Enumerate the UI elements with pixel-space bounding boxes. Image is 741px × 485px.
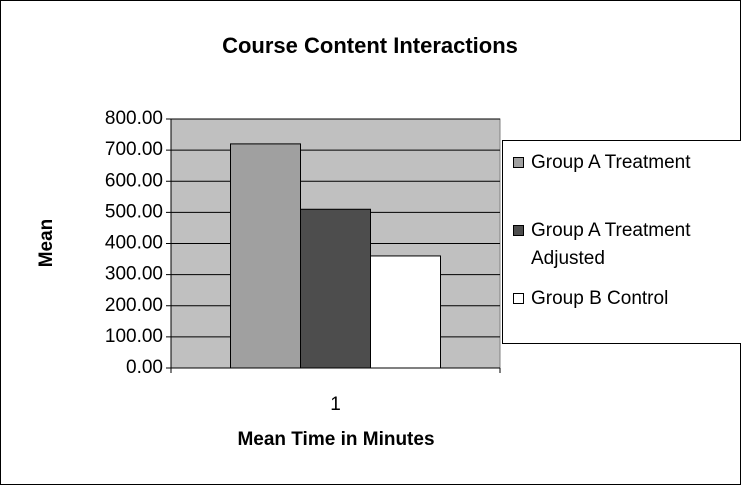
legend-swatch — [513, 157, 524, 168]
x-tick-label: 1 — [330, 394, 341, 415]
legend-item: Group A Treatment — [513, 149, 731, 177]
legend-label: Group A Treatment — [531, 152, 691, 173]
y-tick-label: 700.00 — [105, 139, 163, 160]
x-axis-label: Mean Time in Minutes — [237, 429, 434, 450]
legend-swatch — [513, 293, 524, 304]
legend-label: Group A Treatment Adjusted — [531, 220, 691, 269]
y-tick-label: 200.00 — [105, 295, 163, 316]
bar — [230, 143, 301, 369]
chart-title: Course Content Interactions — [222, 33, 518, 58]
y-tick-label: 800.00 — [105, 108, 163, 129]
legend-swatch — [513, 225, 524, 236]
y-tick-label: 500.00 — [105, 201, 163, 222]
y-tick-label: 0.00 — [126, 357, 163, 378]
y-tick-label: 400.00 — [105, 233, 163, 254]
legend-item: Group A Treatment Adjusted — [513, 217, 731, 273]
y-axis-label: Mean — [36, 219, 57, 268]
y-tick-label: 100.00 — [105, 326, 163, 347]
y-tick-label: 600.00 — [105, 170, 163, 191]
legend-label: Group B Control — [531, 288, 669, 309]
y-tick-label: 300.00 — [105, 264, 163, 285]
bar — [370, 255, 441, 369]
bar — [300, 208, 371, 369]
legend-item: Group B Control — [513, 285, 731, 313]
legend: Group A Treatment Group A Treatment Adjus… — [502, 140, 741, 344]
